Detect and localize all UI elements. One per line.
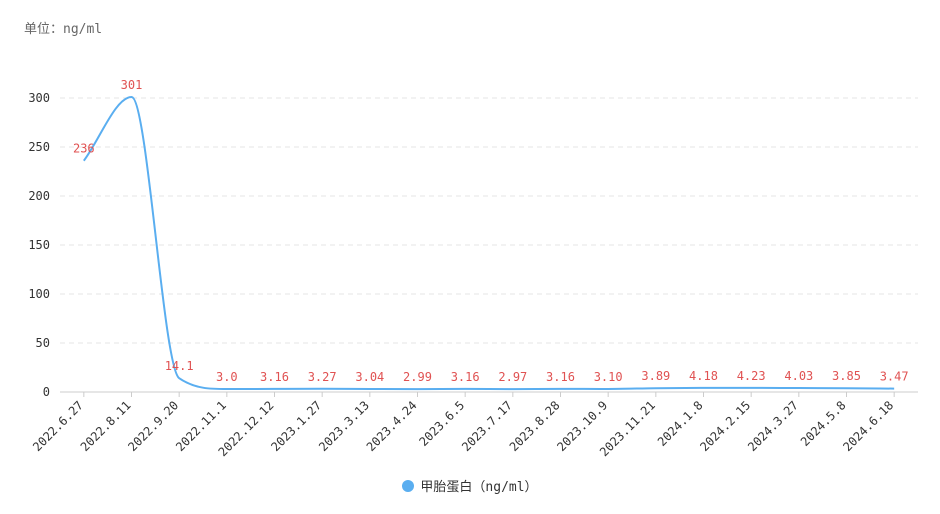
x-tick-label: 2022.8.11 <box>78 398 134 454</box>
data-label: 3.0 <box>216 370 238 384</box>
x-tick-label: 2024.6.18 <box>840 398 896 454</box>
data-label: 4.03 <box>784 369 813 383</box>
data-label: 301 <box>121 78 143 92</box>
x-tick-label: 2023.7.17 <box>459 398 515 454</box>
y-tick-label: 50 <box>36 336 50 350</box>
x-tick-label: 2024.1.8 <box>655 398 706 449</box>
x-tick-label: 2024.2.15 <box>697 398 753 454</box>
data-label: 3.10 <box>594 370 623 384</box>
data-label: 4.18 <box>689 369 718 383</box>
y-tick-label: 250 <box>28 140 50 154</box>
x-tick-label: 2023.1.27 <box>268 398 324 454</box>
y-tick-label: 100 <box>28 287 50 301</box>
data-label: 3.04 <box>355 370 384 384</box>
data-label: 3.16 <box>451 370 480 384</box>
y-tick-label: 150 <box>28 238 50 252</box>
data-label: 3.16 <box>260 370 289 384</box>
x-tick-label: 2022.6.27 <box>30 398 86 454</box>
data-label: 3.89 <box>641 369 670 383</box>
y-tick-label: 0 <box>43 385 50 399</box>
unit-label: 单位：ng/ml <box>24 22 103 37</box>
data-label: 14.1 <box>165 359 194 373</box>
legend-swatch <box>402 479 415 492</box>
x-tick-label: 2023.4.24 <box>364 398 420 454</box>
data-label: 3.16 <box>546 370 575 384</box>
legend[interactable]: 甲胎蛋白（ng/ml） <box>0 476 940 495</box>
x-tick-label: 2023.6.5 <box>417 398 468 449</box>
x-tick-label: 2024.3.27 <box>745 398 801 454</box>
y-tick-label: 300 <box>28 91 50 105</box>
y-tick-label: 200 <box>28 189 50 203</box>
series-line <box>83 96 895 391</box>
data-label: 2.99 <box>403 370 432 384</box>
data-label: 3.47 <box>880 370 909 384</box>
legend-label: 甲胎蛋白（ng/ml） <box>420 480 538 495</box>
data-label: 3.85 <box>832 369 861 383</box>
data-label: 3.27 <box>308 370 337 384</box>
data-label: 4.23 <box>737 369 766 383</box>
x-tick-label: 2023.3.13 <box>316 398 372 454</box>
x-tick-label: 2022.9.20 <box>125 398 181 454</box>
data-label: 236 <box>73 142 95 156</box>
x-tick-label: 2024.5.8 <box>798 398 849 449</box>
x-tick-label: 2023.8.28 <box>507 398 563 454</box>
data-label: 2.97 <box>498 370 527 384</box>
